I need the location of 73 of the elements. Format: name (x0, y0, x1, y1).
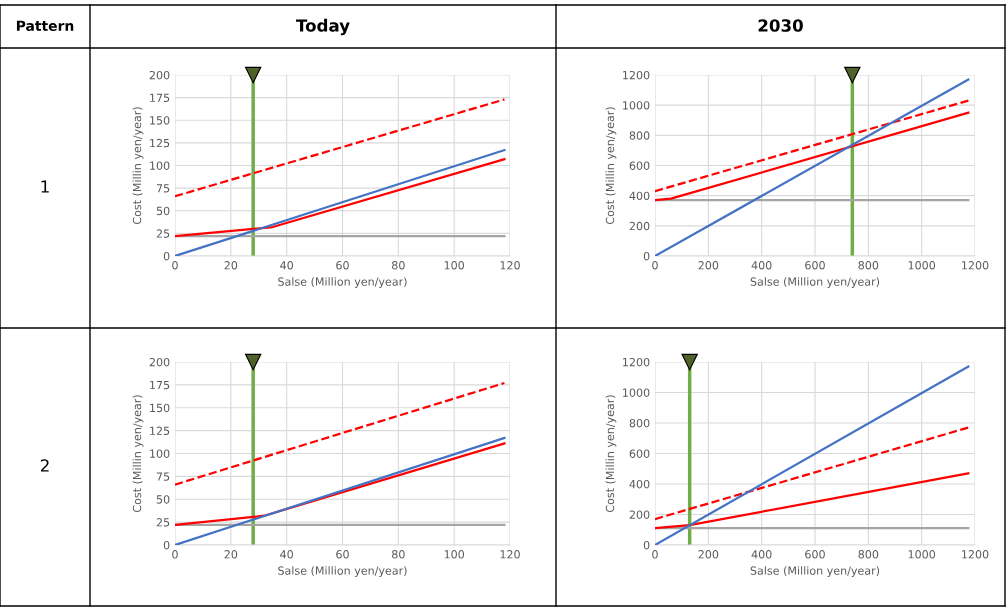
y-tick-label: 150 (150, 403, 170, 413)
x-tick-label: 0 (172, 261, 178, 270)
text: Pattern (16, 20, 74, 32)
y-tick-label: 25 (156, 229, 170, 238)
x-tick-label: 60 (336, 261, 349, 270)
y-tick-label: 50 (156, 206, 170, 216)
x-tick-label: 120 (500, 261, 520, 270)
text: 1 (41, 180, 49, 193)
y-tick-label: 200 (629, 510, 650, 519)
y-tick-label: 0 (643, 540, 650, 550)
x-axis-title: Salse (Million yen/year) (750, 566, 880, 577)
y-tick-label: 150 (150, 116, 170, 125)
y-tick-label: 0 (163, 251, 170, 261)
y-tick-label: 25 (156, 518, 170, 527)
x-tick-label: 1000 (908, 550, 936, 559)
y-tick-label: 175 (150, 93, 170, 102)
y-tick-label: 1000 (623, 388, 650, 397)
x-axis-title: Salse (Million yen/year) (750, 277, 880, 288)
y-tick-label: 200 (629, 221, 650, 231)
y-tick-label: 400 (629, 479, 650, 489)
y-tick-label: 50 (156, 495, 170, 504)
y-axis-title: Cost (Millin yen/year) (605, 107, 617, 225)
x-tick-label: 0 (172, 550, 178, 559)
y-tick-label: 125 (150, 426, 170, 435)
y-tick-label: 125 (150, 138, 170, 148)
y-tick-label: 100 (150, 449, 170, 458)
text: Today (296, 18, 350, 36)
y-tick-label: 75 (156, 472, 170, 481)
x-tick-label: 200 (698, 261, 719, 270)
x-tick-label: 40 (280, 261, 293, 270)
text: 2030 (758, 19, 803, 32)
x-tick-label: 1000 (908, 261, 936, 270)
y-tick-label: 600 (629, 161, 650, 170)
x-tick-label: 120 (500, 550, 520, 559)
x-tick-label: 100 (444, 550, 465, 559)
x-axis-title: Salse (Million yen/year) (278, 566, 407, 577)
y-axis-title: Cost (Millin yen/year) (605, 395, 617, 513)
x-tick-label: 400 (751, 550, 772, 559)
y-tick-label: 200 (149, 357, 170, 367)
y-tick-label: 0 (163, 540, 170, 550)
x-tick-label: 60 (336, 550, 349, 559)
x-tick-label: 800 (858, 261, 879, 270)
x-tick-label: 100 (444, 261, 465, 270)
x-tick-label: 600 (805, 261, 825, 270)
x-tick-label: 1200 (962, 550, 989, 559)
y-tick-label: 75 (156, 184, 170, 193)
x-tick-label: 800 (858, 550, 879, 559)
x-tick-label: 0 (652, 550, 658, 559)
x-tick-label: 80 (392, 550, 405, 559)
x-tick-label: 20 (224, 550, 238, 559)
y-tick-label: 200 (149, 70, 170, 80)
text: 2 (40, 459, 49, 472)
y-tick-label: 1000 (623, 101, 650, 110)
y-tick-label: 400 (629, 191, 650, 201)
y-tick-label: 175 (150, 381, 170, 390)
y-tick-label: 100 (150, 161, 170, 170)
x-tick-label: 200 (698, 550, 719, 559)
x-tick-label: 20 (224, 261, 238, 270)
x-tick-label: 400 (751, 261, 772, 270)
x-tick-label: 1200 (962, 261, 989, 270)
y-tick-label: 1200 (623, 357, 650, 367)
y-axis-title: Cost (Millin yen/year) (132, 107, 144, 225)
x-tick-label: 80 (392, 261, 405, 270)
x-tick-label: 40 (280, 550, 293, 559)
y-tick-label: 800 (629, 418, 650, 428)
y-tick-label: 800 (629, 131, 650, 140)
x-tick-label: 0 (652, 261, 658, 270)
y-tick-label: 600 (629, 449, 650, 458)
y-axis-title: Cost (Millin yen/year) (132, 395, 144, 513)
x-axis-title: Salse (Million yen/year) (278, 277, 407, 288)
x-tick-label: 600 (805, 550, 825, 559)
y-tick-label: 1200 (623, 70, 650, 80)
y-tick-label: 0 (643, 251, 650, 261)
